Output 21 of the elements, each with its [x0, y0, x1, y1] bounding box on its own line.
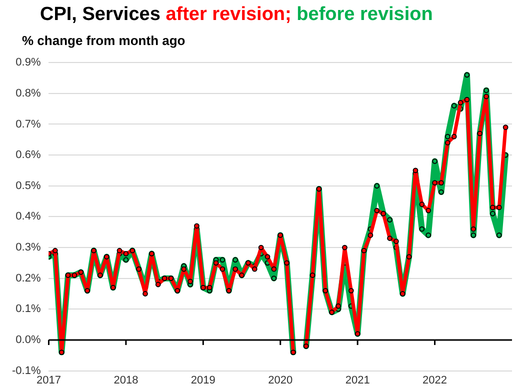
y-tick-label: 0.8%: [16, 87, 41, 100]
y-tick-label: 0.5%: [16, 180, 41, 192]
y-tick-label: 0.3%: [16, 242, 41, 254]
y-tick-label: -0.1%: [12, 364, 41, 377]
y-tick-label: 0.2%: [16, 272, 41, 284]
y-tick-label: 0.7%: [16, 118, 41, 130]
y-tick-label: 0.6%: [16, 149, 41, 162]
y-tick-label: 0.1%: [16, 303, 41, 316]
x-tick-label: 2020: [268, 374, 293, 386]
x-tick-label: 2019: [190, 374, 216, 386]
x-tick-label: 2017: [36, 374, 61, 386]
text: before revision: [296, 4, 433, 25]
x-tick-label: 2018: [114, 374, 138, 386]
y-tick-label: 0.9%: [16, 56, 41, 69]
x-tick-label: 2021: [345, 374, 370, 386]
chart-subtitle: % change from month ago: [22, 33, 186, 48]
x-tick-label: 2022: [422, 374, 448, 386]
y-tick-label: 0.0%: [16, 334, 41, 346]
chart-title: CPI, Services: [40, 4, 160, 25]
text: after revision;: [164, 4, 292, 25]
y-tick-label: 0.4%: [16, 210, 41, 223]
